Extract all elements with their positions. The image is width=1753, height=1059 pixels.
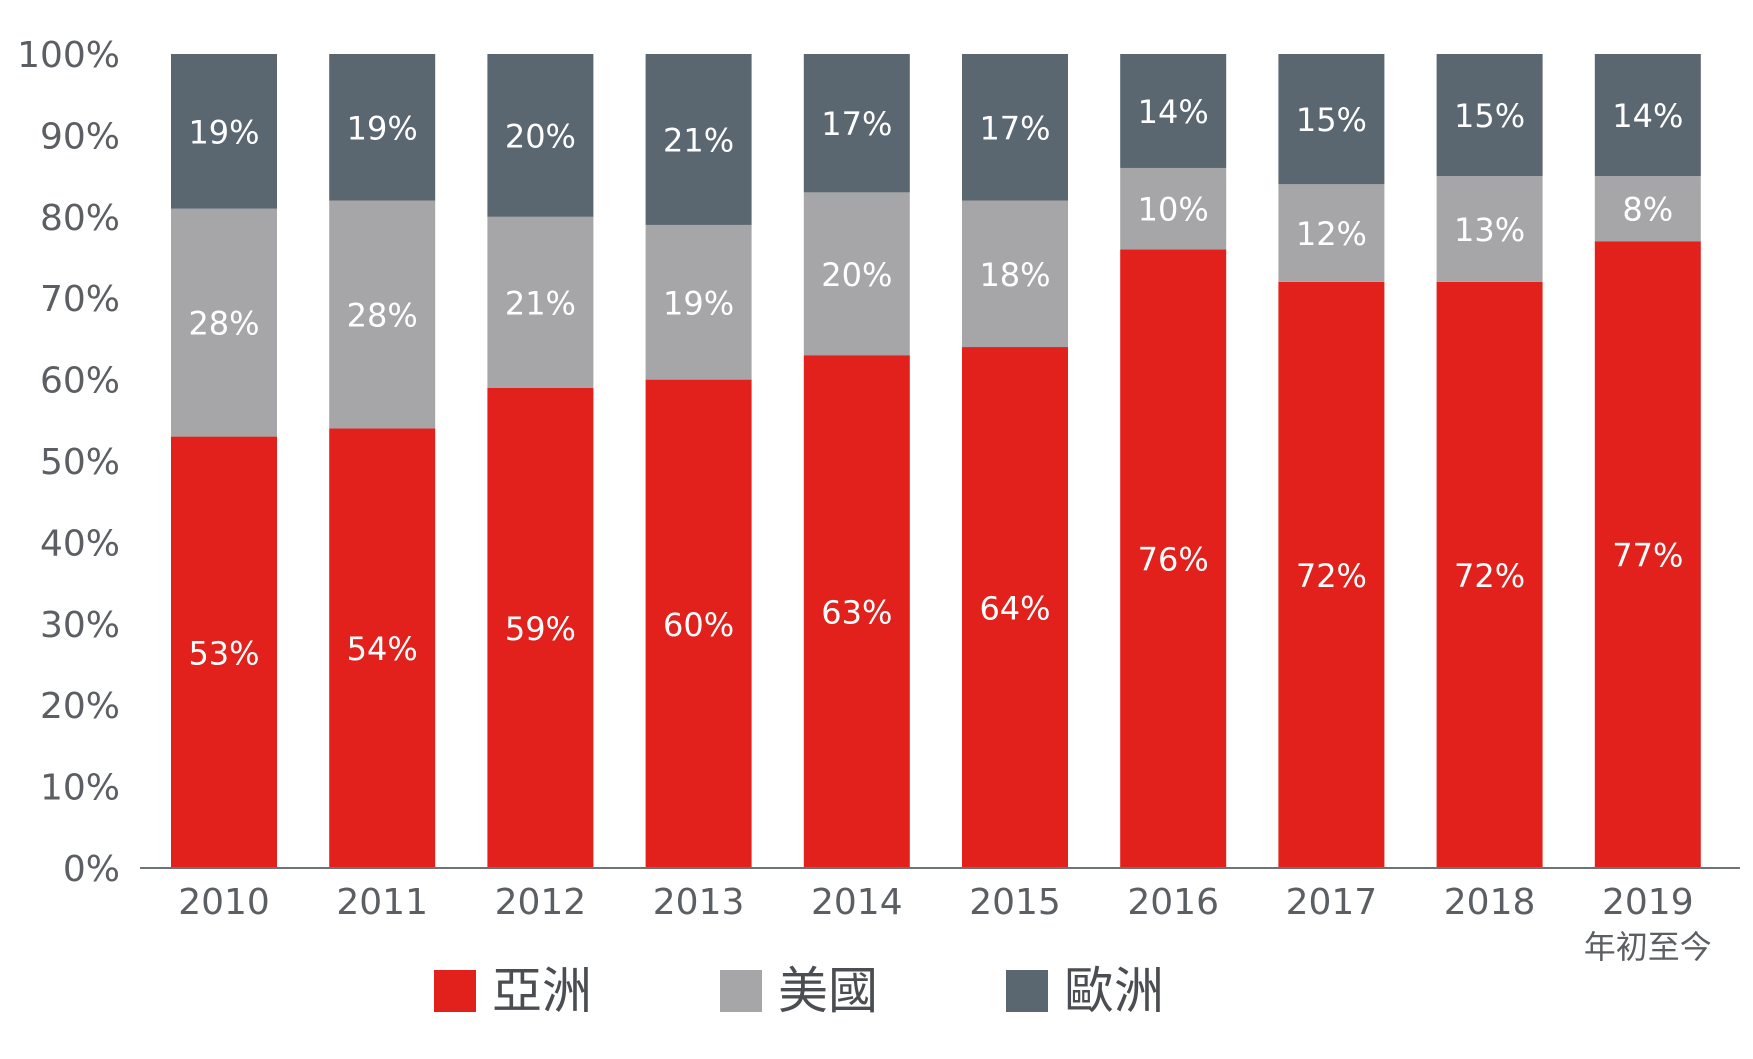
x-tick-label: 2019	[1602, 882, 1694, 923]
bar-segment-歐洲-2017	[1278, 54, 1385, 185]
bar-segment-亞洲-2012	[487, 387, 594, 868]
legend-swatch	[434, 970, 476, 1012]
bar-segment-歐洲-2018	[1436, 54, 1543, 177]
bar-segment-美國-2010	[171, 208, 277, 437]
y-tick-label: 50%	[40, 442, 120, 483]
bar-segment-美國-2017	[1278, 184, 1385, 282]
y-tick-label: 70%	[40, 279, 120, 320]
bar-segment-歐洲-2015	[962, 54, 1068, 201]
bar-segment-亞洲-2018	[1436, 281, 1543, 868]
legend-label: 美國	[778, 962, 878, 1020]
bar-value-label: 21%	[663, 121, 734, 159]
x-tick-sublabel: 年初至今	[1584, 928, 1712, 966]
bars	[171, 54, 1701, 869]
bar-value-label: 20%	[821, 256, 892, 294]
y-tick-label: 0%	[63, 849, 120, 890]
bar-value-label: 12%	[1296, 215, 1367, 253]
bar-value-label: 19%	[347, 109, 418, 147]
bar-segment-亞洲-2019	[1594, 241, 1701, 869]
x-tick-label: 2011	[336, 882, 428, 923]
bar-segment-亞洲-2014	[803, 355, 910, 868]
y-tick-label: 10%	[40, 768, 120, 809]
legend-swatch	[1006, 970, 1048, 1012]
y-tick-label: 30%	[40, 605, 120, 646]
bar-value-label: 28%	[347, 296, 418, 334]
bar-value-label: 15%	[1454, 97, 1525, 135]
bar-value-label: 64%	[979, 590, 1050, 628]
x-tick-label: 2018	[1444, 882, 1536, 923]
bar-segment-亞洲-2011	[329, 428, 436, 868]
y-tick-label: 20%	[40, 686, 120, 727]
bar-segment-美國-2012	[487, 216, 594, 388]
bar-segment-美國-2018	[1436, 176, 1543, 282]
bar-segment-美國-2013	[645, 224, 752, 380]
bar-segment-亞洲-2015	[962, 347, 1068, 868]
bar-value-label: 54%	[347, 630, 418, 668]
bar-value-label: 10%	[1138, 191, 1209, 229]
bar-value-label: 60%	[663, 606, 734, 644]
bar-segment-美國-2019	[1594, 176, 1701, 242]
bar-segment-美國-2016	[1120, 167, 1227, 250]
bar-value-label: 17%	[979, 109, 1050, 147]
bar-value-label: 20%	[505, 117, 576, 155]
y-tick-label: 80%	[40, 198, 120, 239]
bar-value-label: 21%	[505, 284, 576, 322]
y-tick-label: 90%	[40, 116, 120, 157]
bar-segment-歐洲-2011	[329, 54, 436, 201]
bar-value-label: 19%	[663, 284, 734, 322]
x-axis: 2010 2011 2012 2013 2014 2015 2016 2017 2018 2019…	[178, 882, 1712, 966]
bar-value-label: 8%	[1622, 191, 1673, 229]
bar-value-label: 76%	[1138, 541, 1209, 579]
bar-value-label: 53%	[188, 634, 259, 672]
bar-segment-歐洲-2010	[171, 54, 277, 209]
x-tick-label: 2012	[495, 882, 587, 923]
bar-segment-歐洲-2016	[1120, 54, 1227, 168]
y-tick-label: 40%	[40, 523, 120, 564]
x-tick-label: 2014	[811, 882, 903, 923]
x-tick-label: 2015	[969, 882, 1061, 923]
bar-segment-歐洲-2012	[487, 54, 594, 217]
bar-segment-歐洲-2014	[803, 54, 910, 193]
bar-segment-美國-2014	[803, 192, 910, 356]
x-tick-label: 2017	[1286, 882, 1378, 923]
y-axis: 0% 10% 20% 30% 40% 50% 60% 70% 80% 90% 100%	[17, 35, 120, 890]
bar-value-label: 14%	[1138, 93, 1209, 131]
x-tick-label: 2013	[653, 882, 745, 923]
bar-segment-美國-2011	[329, 200, 436, 429]
bar-value-label: 59%	[505, 610, 576, 648]
bar-segment-亞洲-2017	[1278, 281, 1385, 868]
bar-segment-亞洲-2010	[171, 436, 277, 868]
x-tick-label: 2010	[178, 882, 270, 923]
bar-value-label: 72%	[1296, 557, 1367, 595]
bar-value-label: 77%	[1612, 537, 1683, 575]
bar-segment-歐洲-2013	[645, 54, 752, 225]
x-tick-label: 2016	[1127, 882, 1219, 923]
bar-segment-亞洲-2013	[645, 379, 752, 868]
bar-value-label: 63%	[821, 594, 892, 632]
bar-segment-美國-2015	[962, 200, 1068, 348]
bar-segment-歐洲-2019	[1594, 54, 1701, 177]
bar-value-label: 17%	[821, 105, 892, 143]
bar-value-label: 19%	[188, 113, 259, 151]
legend-label: 亞洲	[492, 962, 592, 1020]
y-tick-label: 60%	[40, 361, 120, 402]
bar-value-label: 72%	[1454, 557, 1525, 595]
bar-value-label: 14%	[1612, 97, 1683, 135]
bar-segment-亞洲-2016	[1120, 249, 1227, 869]
legend-swatch	[720, 970, 762, 1012]
legend: 亞洲 美國 歐洲	[434, 962, 1164, 1020]
bar-value-label: 15%	[1296, 101, 1367, 139]
y-tick-label: 100%	[17, 35, 120, 76]
legend-label: 歐洲	[1064, 962, 1164, 1020]
bar-value-label: 28%	[188, 305, 259, 343]
bar-value-label: 13%	[1454, 211, 1525, 249]
bar-value-labels: 53% 28% 19% 54% 28% 19% 59% 21% 20% 60% 19% 21% 63% 2…	[188, 93, 1683, 672]
bar-value-label: 18%	[979, 256, 1050, 294]
